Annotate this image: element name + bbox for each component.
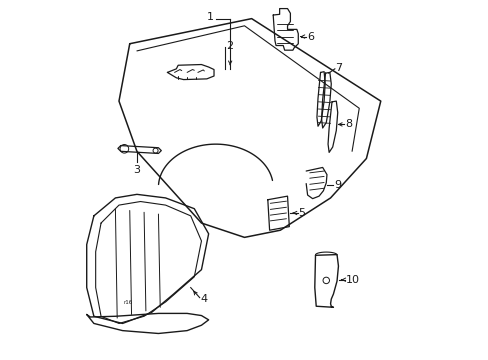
Text: r16: r16	[123, 300, 132, 305]
Text: 1: 1	[206, 12, 214, 22]
Text: 3: 3	[133, 165, 140, 175]
Text: 10: 10	[345, 275, 359, 285]
Text: 4: 4	[201, 294, 207, 304]
Text: 9: 9	[333, 180, 341, 190]
Text: 5: 5	[298, 208, 305, 218]
Text: 8: 8	[344, 120, 351, 129]
Text: 2: 2	[226, 41, 233, 50]
Text: 7: 7	[335, 63, 342, 73]
Text: 6: 6	[306, 32, 313, 41]
